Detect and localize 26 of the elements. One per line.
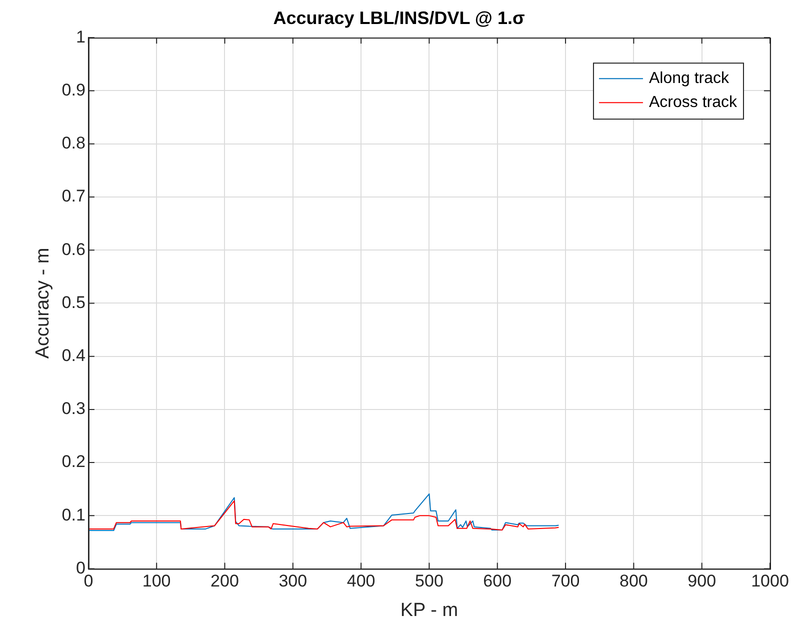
x-tick-label: 800 [620, 572, 648, 591]
y-tick-label: 1 [76, 27, 86, 46]
legend-label: Along track [648, 70, 730, 88]
x-tick-label: 400 [346, 572, 376, 591]
y-tick-label: 0.4 [62, 346, 86, 366]
y-tick-label: 0.1 [62, 505, 86, 524]
x-tick-label: 100 [142, 572, 171, 591]
y-tick-label: 0.3 [62, 399, 86, 418]
x-tick-label: 1000 [751, 572, 789, 591]
y-tick-label: 0.5 [62, 292, 86, 312]
x-axis-title: KP - m [400, 600, 458, 621]
y-tick-label: 0.2 [62, 452, 86, 472]
y-tick-label: 0.8 [62, 134, 86, 153]
y-axis-title: Accuracy - m [32, 248, 54, 359]
x-tick-label: 900 [688, 572, 716, 591]
y-tick-label: 0.7 [62, 186, 86, 206]
x-tick-label: 700 [551, 572, 580, 591]
x-tick-label: 200 [210, 572, 239, 591]
y-tick-label: 0 [76, 558, 86, 578]
x-tick-label: 500 [415, 572, 444, 591]
y-tick-label: 0.9 [62, 80, 86, 100]
legend-label: Across track [648, 94, 738, 112]
x-tick-label: 300 [278, 572, 308, 591]
chart-title: Accuracy LBL/INS/DVL @ 1.σ [273, 8, 525, 28]
y-tick-label: 0.6 [62, 240, 86, 259]
x-tick-label: 600 [483, 572, 512, 591]
